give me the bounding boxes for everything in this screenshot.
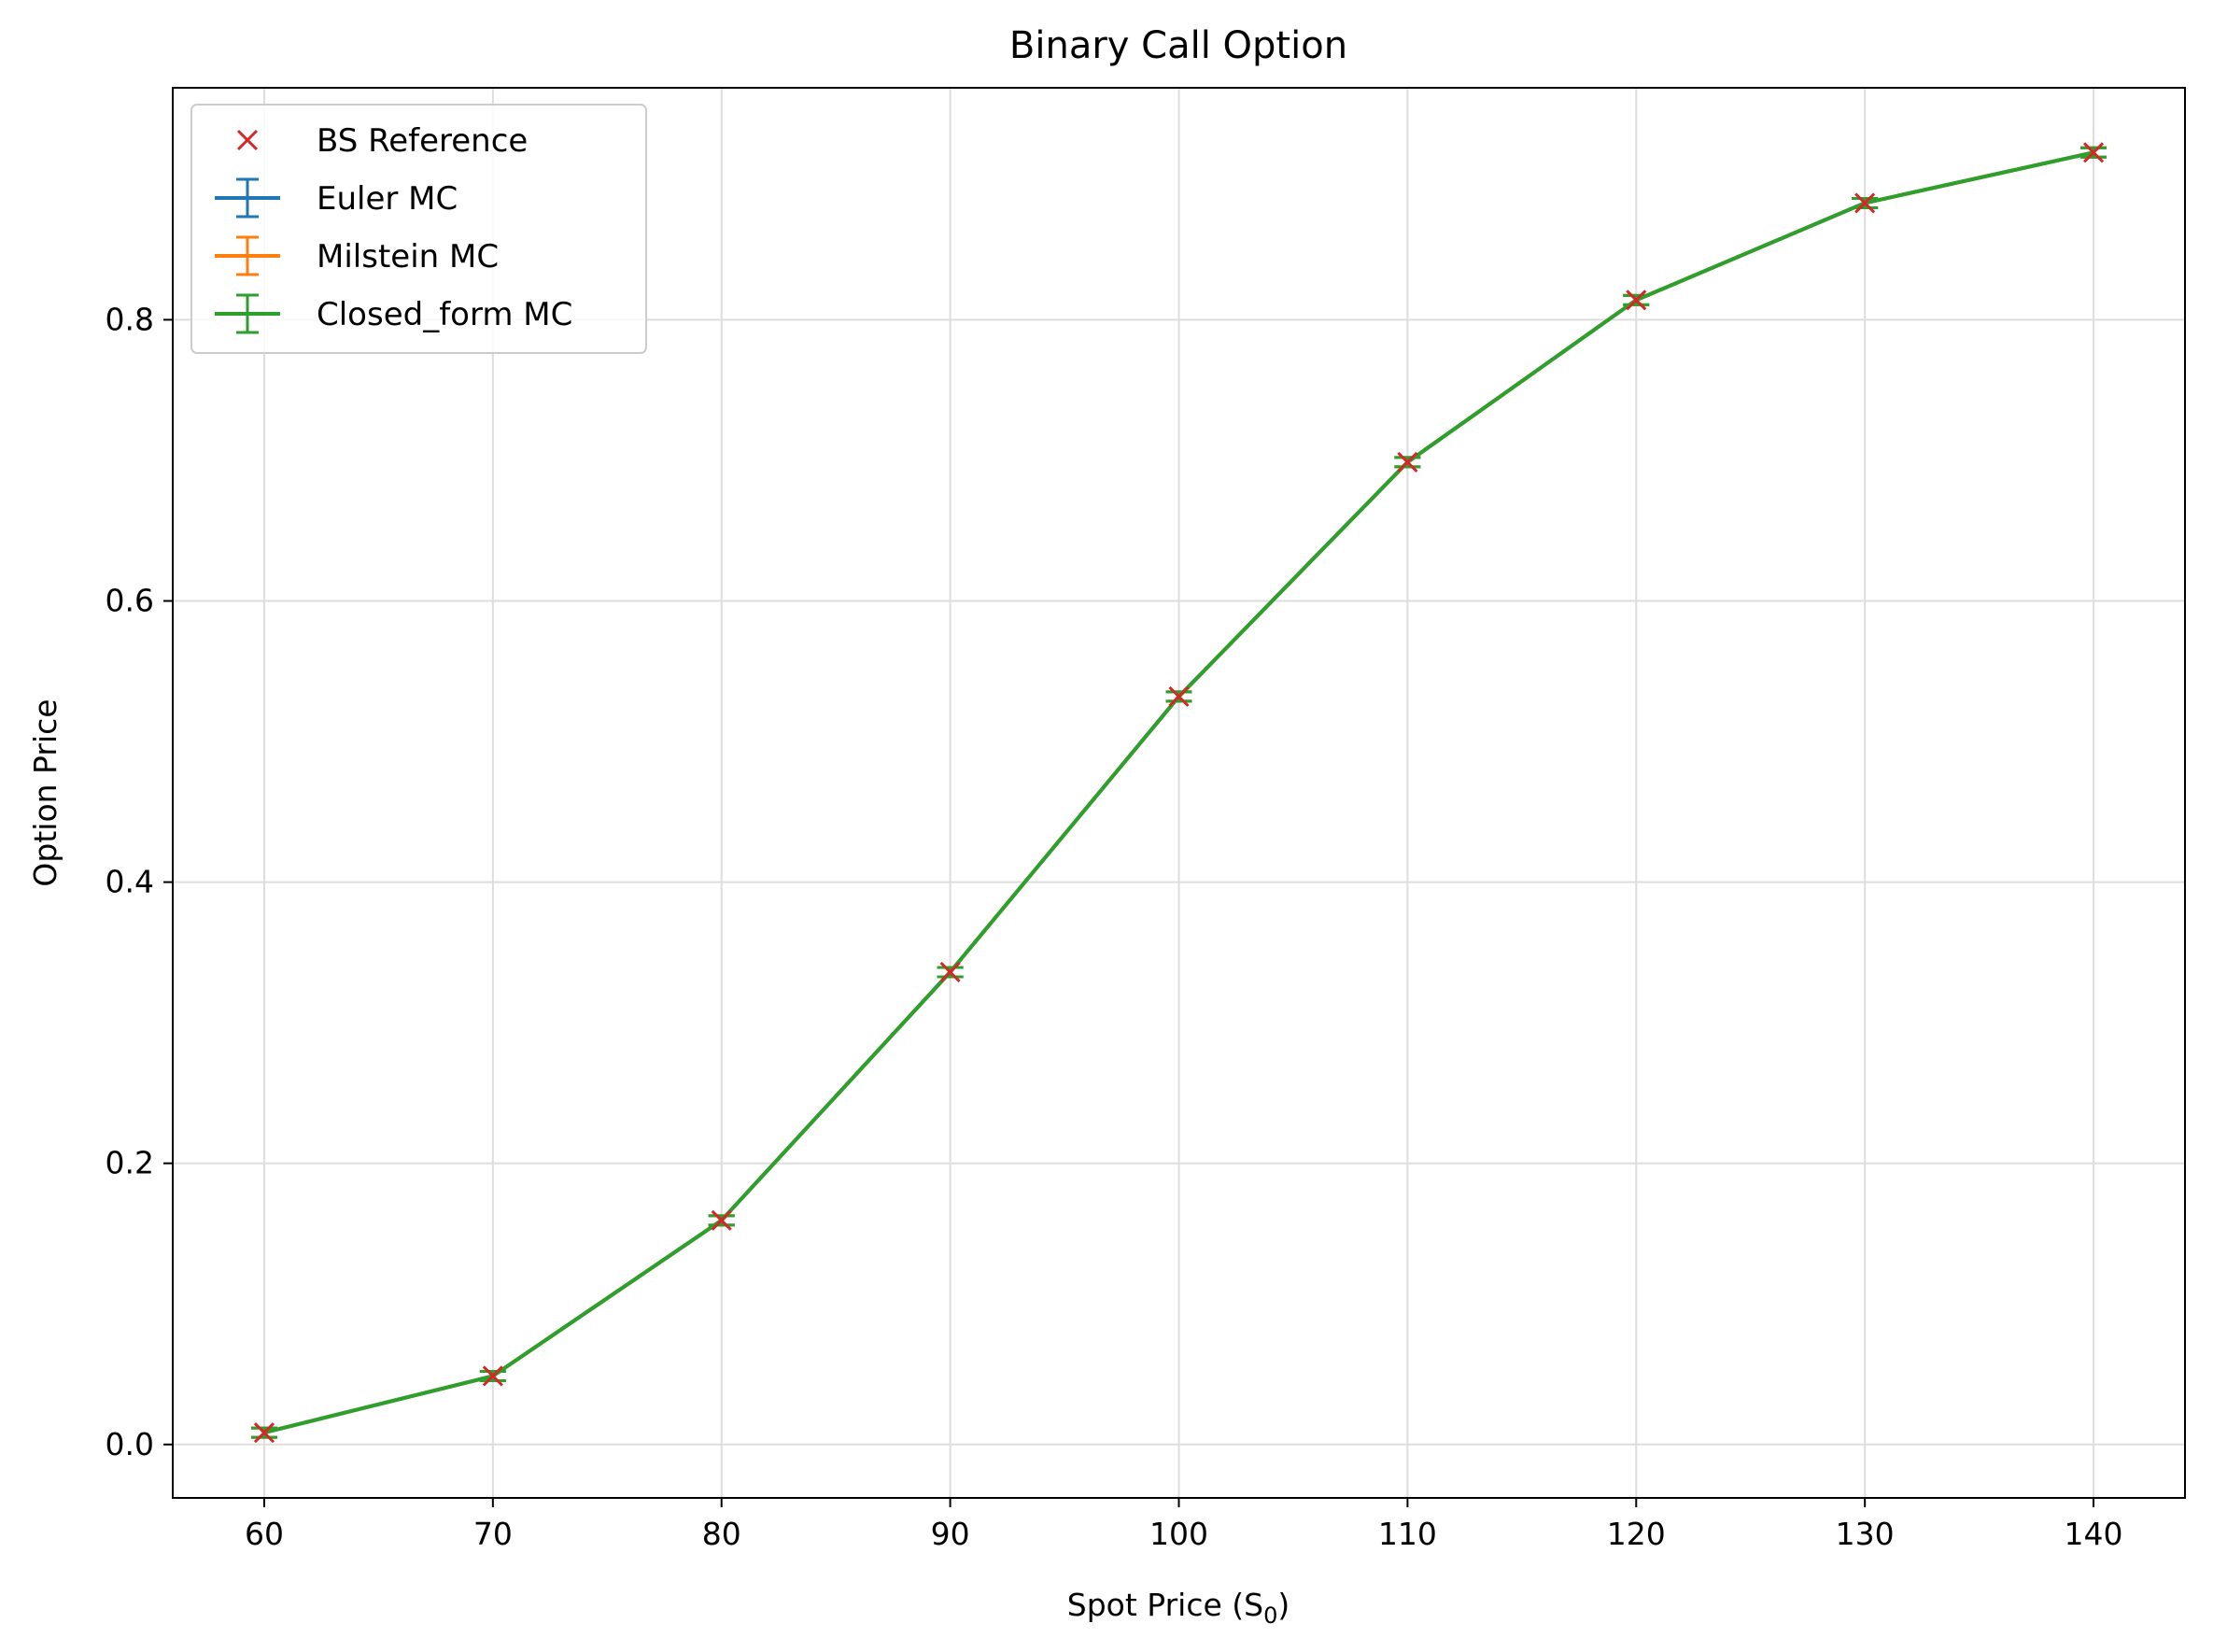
x-tick-label: 120 bbox=[1607, 1516, 1666, 1552]
x-tick-label: 60 bbox=[245, 1516, 284, 1552]
series-bs-reference bbox=[253, 142, 2105, 1444]
x-tick-label: 70 bbox=[473, 1516, 513, 1552]
chart-title: Binary Call Option bbox=[1009, 24, 1347, 67]
x-axis: 60 70 80 90 100 110 120 130 140 bbox=[245, 1498, 2123, 1552]
legend-label: Milstein MC bbox=[317, 238, 499, 275]
data-point bbox=[711, 1209, 732, 1231]
legend-item-closed-form-mc: Closed_form MC bbox=[215, 293, 572, 334]
y-tick-label: 0.0 bbox=[106, 1426, 154, 1462]
data-point bbox=[1397, 451, 1418, 473]
y-tick-label: 0.8 bbox=[106, 301, 154, 337]
legend-box bbox=[190, 104, 647, 354]
legend-item-milstein-mc: Milstein MC bbox=[215, 235, 499, 276]
legend-item-euler-mc: Euler MC bbox=[215, 177, 458, 219]
legend: BS Reference Euler MC Milstein MC Closed_fo… bbox=[190, 104, 647, 354]
x-tick-label: 110 bbox=[1378, 1516, 1437, 1552]
x-tick-label: 140 bbox=[2065, 1516, 2123, 1552]
data-point bbox=[482, 1365, 503, 1387]
data-point bbox=[1854, 192, 1876, 214]
data-point bbox=[1168, 685, 1190, 707]
legend-label: Closed_form MC bbox=[317, 296, 572, 333]
data-point bbox=[1626, 289, 1647, 311]
data-point bbox=[253, 1422, 275, 1444]
data-point bbox=[939, 961, 961, 983]
x-tick-label: 130 bbox=[1836, 1516, 1895, 1552]
series-layer bbox=[250, 142, 2107, 1444]
y-tick-label: 0.4 bbox=[106, 864, 154, 900]
data-point bbox=[2082, 142, 2105, 163]
x-tick-label: 100 bbox=[1149, 1516, 1208, 1552]
y-axis: 0.0 0.2 0.4 0.6 0.8 bbox=[106, 301, 173, 1462]
x-tick-label: 90 bbox=[931, 1516, 970, 1552]
legend-label: Euler MC bbox=[317, 180, 458, 218]
x-tick-label: 80 bbox=[702, 1516, 741, 1552]
y-tick-label: 0.6 bbox=[106, 583, 154, 619]
legend-item-bs-reference: BS Reference bbox=[236, 122, 528, 160]
legend-marker-x bbox=[236, 129, 259, 151]
legend-label: BS Reference bbox=[317, 122, 528, 160]
y-axis-label: Option Price bbox=[27, 699, 63, 886]
grid bbox=[173, 88, 2185, 1498]
y-tick-label: 0.2 bbox=[106, 1145, 154, 1181]
x-axis-label: Spot Price (S0) bbox=[1067, 1587, 1290, 1629]
